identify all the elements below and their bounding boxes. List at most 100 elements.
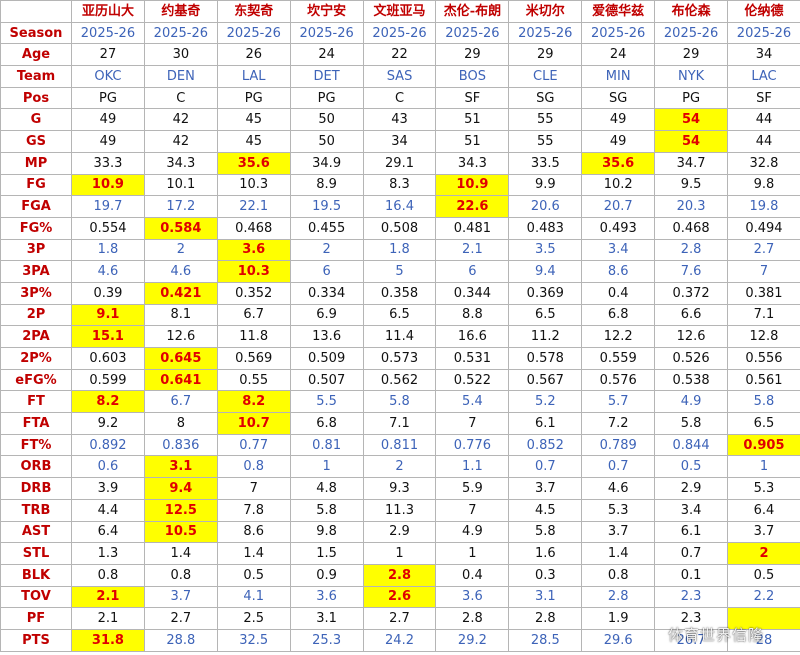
stat-value-cell: 2.3 xyxy=(654,607,729,630)
stat-value-cell: 5.8 xyxy=(289,498,364,522)
stat-value-cell: 33.3 xyxy=(71,151,145,175)
stat-value-cell: 0.8 xyxy=(216,455,291,479)
stat-value-cell: 1.1 xyxy=(435,455,510,479)
stat-value-cell: 44 xyxy=(727,130,800,153)
stat-label: 2P% xyxy=(0,347,72,370)
stat-value-cell: 0.421 xyxy=(143,281,218,305)
stat-value-cell: 1 xyxy=(362,542,437,565)
stat-value-cell: 9.3 xyxy=(362,477,437,500)
stat-value-cell: 1 xyxy=(289,455,364,479)
stat-value-cell: 0.81 xyxy=(289,433,364,457)
stat-label: TRB xyxy=(0,498,72,522)
stat-value-cell: 10.5 xyxy=(143,520,218,544)
stat-value-cell: 2 xyxy=(362,455,437,479)
stat-value-cell: 29 xyxy=(654,43,729,67)
stat-value-cell: DET xyxy=(289,65,364,88)
stat-value-cell: 0.508 xyxy=(362,216,437,240)
stat-row: eFG% 0.599 0.641 0.55 0.507 0.562 0.522 0.567 0.… xyxy=(0,368,800,392)
stat-value-cell: 1.8 xyxy=(362,238,437,262)
stat-value-cell: 0.5 xyxy=(654,455,729,479)
stat-value-cell: 29 xyxy=(508,43,583,67)
stat-label: FT xyxy=(0,390,72,414)
stat-value-cell: 8 xyxy=(143,412,218,435)
stat-value-cell: 8.2 xyxy=(216,390,291,414)
stat-value-cell: 6.1 xyxy=(654,520,729,544)
stat-row: PTS 31.8 28.8 32.5 25.3 24.2 29.2 28.5 29.6 26.7 2… xyxy=(0,628,800,652)
stat-value-cell: 3.7 xyxy=(727,520,800,544)
stat-value-cell: 26.7 xyxy=(654,628,729,652)
stat-value-cell: 5.2 xyxy=(508,390,583,414)
stat-value-cell: 2.2 xyxy=(727,585,800,609)
stats-body: Season 2025-26 2025-26 2025-26 2025-26 2025-2… xyxy=(0,21,800,652)
player-name-header: 爱德华兹 xyxy=(581,0,656,23)
stat-label: FG% xyxy=(0,216,72,240)
stat-value-cell: SAS xyxy=(362,65,437,88)
stat-value-cell: SG xyxy=(508,86,583,110)
stat-value-cell: 7 xyxy=(216,477,291,500)
stat-value-cell: 8.3 xyxy=(362,173,437,197)
stat-value-cell: 0.567 xyxy=(508,368,583,392)
stat-value-cell: 7 xyxy=(435,498,510,522)
stat-value-cell: 8.6 xyxy=(216,520,291,544)
stat-value-cell: 0.554 xyxy=(71,216,145,240)
stat-value-cell: 0.39 xyxy=(71,281,145,305)
stat-row: FGA 19.7 17.2 22.1 19.5 16.4 22.6 20.6 20.7 20.3 1… xyxy=(0,195,800,218)
stat-value-cell: 2025-26 xyxy=(216,21,291,45)
stat-value-cell: 45 xyxy=(216,108,291,132)
stat-value-cell: 11.4 xyxy=(362,325,437,348)
stat-value-cell: OKC xyxy=(71,65,145,88)
stat-value-cell: 8.6 xyxy=(581,260,656,283)
stat-row: FG 10.9 10.1 10.3 8.9 8.3 10.9 9.9 10.2 9.5 9.8 xyxy=(0,173,800,197)
stat-value-cell: 28.8 xyxy=(143,628,218,652)
stat-value-cell: 0.6 xyxy=(71,455,145,479)
stat-value-cell: 0.811 xyxy=(362,433,437,457)
stat-value-cell: 1 xyxy=(435,542,510,565)
stat-value-cell: 3.6 xyxy=(289,585,364,609)
stat-value-cell: 0.344 xyxy=(435,281,510,305)
stat-value-cell: 9.1 xyxy=(71,303,145,327)
stat-value-cell: 16.4 xyxy=(362,195,437,218)
stat-label: ORB xyxy=(0,455,72,479)
stat-value-cell: 12.6 xyxy=(654,325,729,348)
stat-value-cell: 49 xyxy=(71,108,145,132)
stat-value-cell: 0.584 xyxy=(143,216,218,240)
stat-value-cell: 11.2 xyxy=(508,325,583,348)
stat-label: Pos xyxy=(0,86,72,110)
stat-value-cell: 6.4 xyxy=(71,520,145,544)
stat-value-cell: 8.2 xyxy=(71,390,145,414)
stat-value-cell: 0.483 xyxy=(508,216,583,240)
stat-value-cell: 5.5 xyxy=(289,390,364,414)
stat-value-cell: 7.6 xyxy=(654,260,729,283)
stat-value-cell: 2.1 xyxy=(71,585,145,609)
stat-value-cell: 50 xyxy=(289,108,364,132)
stat-value-cell: 34.3 xyxy=(435,151,510,175)
stat-value-cell: 0.372 xyxy=(654,281,729,305)
stat-value-cell: 32.8 xyxy=(727,151,800,175)
stat-value-cell: C xyxy=(143,86,218,110)
stat-value-cell: 0.576 xyxy=(581,368,656,392)
stat-value-cell: 0.352 xyxy=(216,281,291,305)
stat-value-cell: 42 xyxy=(143,108,218,132)
stat-row: TOV 2.1 3.7 4.1 3.6 2.6 3.6 3.1 2.8 2.3 2.2 xyxy=(0,585,800,609)
stat-value-cell: 2025-26 xyxy=(143,21,218,45)
stat-value-cell: 0.493 xyxy=(581,216,656,240)
stat-value-cell: 0.562 xyxy=(362,368,437,392)
stat-value-cell: 11.8 xyxy=(216,325,291,348)
stat-label: G xyxy=(0,108,72,132)
stat-value-cell: 19.5 xyxy=(289,195,364,218)
stat-label: Season xyxy=(0,21,72,45)
stat-value-cell: 20.7 xyxy=(581,195,656,218)
stat-row: FT% 0.892 0.836 0.77 0.81 0.811 0.776 0.852 0.78… xyxy=(0,433,800,457)
stat-value-cell: 0.7 xyxy=(581,455,656,479)
stat-value-cell: 7 xyxy=(727,260,800,283)
stat-value-cell: 4.6 xyxy=(581,477,656,500)
stat-value-cell: 5.8 xyxy=(654,412,729,435)
stat-row: STL 1.3 1.4 1.4 1.5 1 1 1.6 1.4 0.7 2 xyxy=(0,542,800,565)
stat-value-cell: 0.9 xyxy=(289,563,364,587)
stat-row: G 49 42 45 50 43 51 55 49 54 44 xyxy=(0,108,800,132)
stat-value-cell: 10.9 xyxy=(435,173,510,197)
stat-value-cell: 7.1 xyxy=(362,412,437,435)
player-name-header: 东契奇 xyxy=(216,0,291,23)
stat-value-cell: 2025-26 xyxy=(71,21,145,45)
